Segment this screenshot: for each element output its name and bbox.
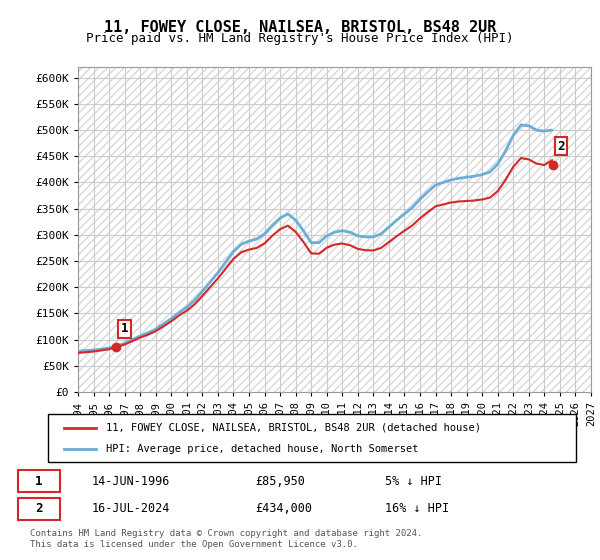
Text: 16-JUL-2024: 16-JUL-2024 <box>91 502 170 515</box>
Bar <box>156 67 171 392</box>
Bar <box>544 67 560 392</box>
Bar <box>249 67 265 392</box>
Bar <box>265 67 280 392</box>
Bar <box>342 67 358 392</box>
Bar <box>467 67 482 392</box>
Bar <box>94 67 109 392</box>
Text: Contains HM Land Registry data © Crown copyright and database right 2024.
This d: Contains HM Land Registry data © Crown c… <box>30 529 422 549</box>
Bar <box>404 67 420 392</box>
Bar <box>171 67 187 392</box>
Bar <box>482 67 498 392</box>
Bar <box>233 67 249 392</box>
Bar <box>358 67 373 392</box>
Text: £85,950: £85,950 <box>255 475 305 488</box>
Bar <box>78 67 94 392</box>
Bar <box>187 67 202 392</box>
Bar <box>498 67 513 392</box>
Bar <box>311 67 327 392</box>
Text: 2: 2 <box>557 140 565 153</box>
FancyBboxPatch shape <box>48 414 576 462</box>
Bar <box>373 67 389 392</box>
Text: £434,000: £434,000 <box>255 502 312 515</box>
Text: 2: 2 <box>35 502 43 515</box>
Bar <box>513 67 529 392</box>
Bar <box>451 67 467 392</box>
FancyBboxPatch shape <box>18 498 60 520</box>
Bar <box>280 67 296 392</box>
Bar <box>420 67 436 392</box>
Text: 11, FOWEY CLOSE, NAILSEA, BRISTOL, BS48 2UR (detached house): 11, FOWEY CLOSE, NAILSEA, BRISTOL, BS48 … <box>106 423 481 433</box>
Text: 1: 1 <box>121 323 128 335</box>
Bar <box>202 67 218 392</box>
Bar <box>529 67 544 392</box>
Bar <box>125 67 140 392</box>
Bar <box>560 67 575 392</box>
Text: 14-JUN-1996: 14-JUN-1996 <box>91 475 170 488</box>
Bar <box>296 67 311 392</box>
Bar <box>140 67 156 392</box>
Bar <box>575 67 591 392</box>
Text: HPI: Average price, detached house, North Somerset: HPI: Average price, detached house, Nort… <box>106 444 419 454</box>
Bar <box>109 67 125 392</box>
Text: 11, FOWEY CLOSE, NAILSEA, BRISTOL, BS48 2UR: 11, FOWEY CLOSE, NAILSEA, BRISTOL, BS48 … <box>104 20 496 35</box>
Bar <box>389 67 404 392</box>
FancyBboxPatch shape <box>18 470 60 492</box>
Bar <box>436 67 451 392</box>
Bar <box>327 67 342 392</box>
Text: 1: 1 <box>35 475 43 488</box>
Text: 16% ↓ HPI: 16% ↓ HPI <box>385 502 449 515</box>
Text: Price paid vs. HM Land Registry's House Price Index (HPI): Price paid vs. HM Land Registry's House … <box>86 32 514 45</box>
Text: 5% ↓ HPI: 5% ↓ HPI <box>385 475 442 488</box>
Bar <box>218 67 233 392</box>
